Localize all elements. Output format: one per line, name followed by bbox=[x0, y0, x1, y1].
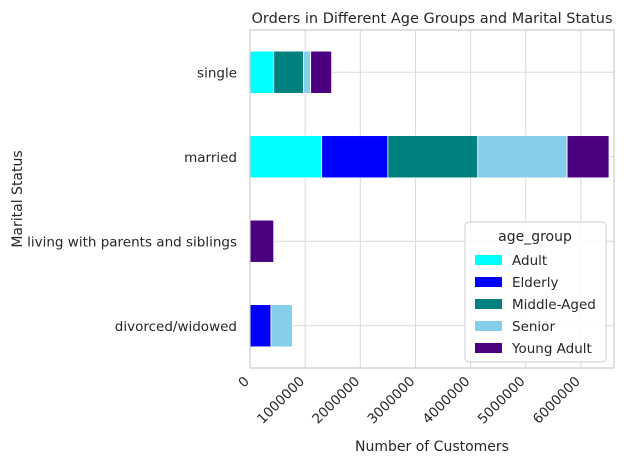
y-tick-label: divorced/widowed bbox=[115, 319, 237, 335]
legend-swatch bbox=[475, 299, 502, 309]
bar-young-adult-married bbox=[567, 136, 609, 178]
legend-swatch bbox=[475, 321, 502, 331]
bar-adult-married bbox=[250, 136, 322, 178]
bar-senior-divorced-widowed bbox=[271, 305, 293, 347]
bar-young-adult-living-with-parents-and-siblings bbox=[250, 220, 274, 262]
legend-swatch bbox=[475, 255, 502, 265]
chart-title: Orders in Different Age Groups and Marit… bbox=[252, 11, 613, 27]
legend: age_group Adult Elderly Middle-Aged Senior Y… bbox=[465, 222, 606, 362]
legend-label: Senior bbox=[512, 319, 555, 335]
bar-senior-married bbox=[478, 136, 567, 178]
legend-label: Elderly bbox=[512, 275, 558, 291]
bar-middle-aged-married bbox=[388, 136, 478, 178]
legend-label: Adult bbox=[512, 253, 547, 269]
legend-label: Middle-Aged bbox=[512, 297, 596, 313]
y-axis-label: Marital Status bbox=[10, 150, 26, 247]
legend-swatch bbox=[475, 277, 502, 287]
bar-elderly-married bbox=[322, 136, 388, 178]
bar-elderly-divorced-widowed bbox=[250, 305, 271, 347]
y-tick-label: married bbox=[184, 150, 237, 166]
bar-young-adult-single bbox=[311, 51, 332, 93]
legend-title: age_group bbox=[498, 229, 572, 245]
y-tick-label: single bbox=[197, 65, 237, 81]
bar-middle-aged-single bbox=[274, 51, 304, 93]
bar-senior-single bbox=[303, 51, 310, 93]
x-axis-label: Number of Customers bbox=[355, 439, 509, 455]
bar-adult-single bbox=[250, 51, 274, 93]
y-tick-label: living with parents and siblings bbox=[27, 234, 237, 250]
legend-swatch bbox=[475, 343, 502, 353]
legend-label: Young Adult bbox=[511, 341, 592, 357]
